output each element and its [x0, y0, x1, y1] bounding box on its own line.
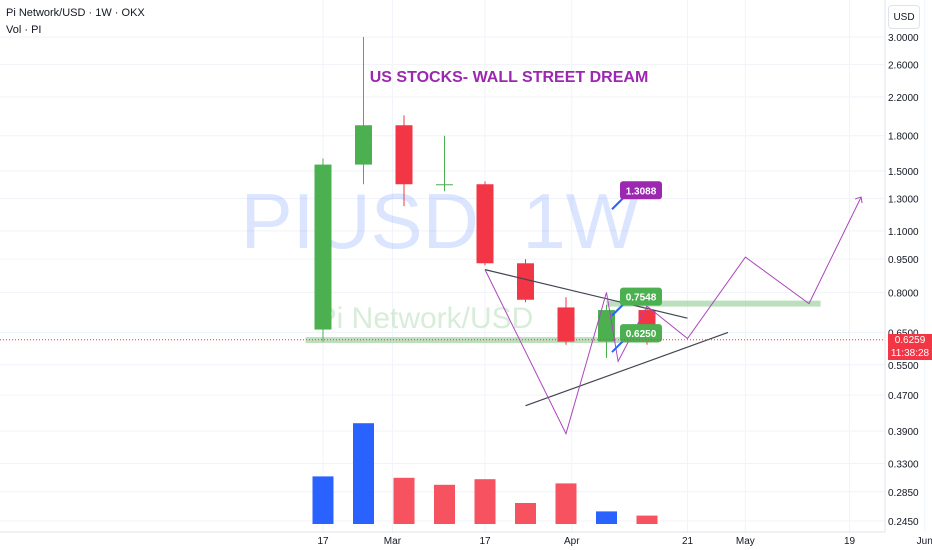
current-price-tag: 0.6259 11:38:28: [888, 333, 932, 360]
candle[interactable]: [314, 158, 332, 342]
time-tick-label: 17: [317, 536, 329, 547]
price-callout[interactable]: 0.7548: [611, 287, 662, 317]
trendline[interactable]: [484, 269, 688, 319]
callout-pointer: [611, 339, 625, 353]
price-tick-label: 0.3300: [888, 459, 919, 470]
volume-bar: [353, 423, 374, 524]
candle[interactable]: [557, 297, 575, 345]
volume-bars: [312, 423, 658, 524]
candle-body: [395, 125, 413, 185]
volume-bar: [636, 515, 658, 524]
symbol-line[interactable]: Pi Network/USD · 1W · OKX: [6, 7, 145, 19]
callout-box: [620, 287, 662, 306]
volume-bar: [393, 477, 415, 524]
time-tick-label: 19: [844, 536, 856, 547]
currency-button[interactable]: USD: [888, 5, 920, 29]
volume-bar: [596, 511, 617, 524]
price-tick-label: 1.3000: [888, 195, 919, 206]
price-annotations[interactable]: 1.3088 0.7548 0.6250: [611, 181, 662, 353]
candle[interactable]: [517, 259, 534, 303]
callout-box: [620, 324, 662, 343]
volume-line[interactable]: Vol · PI: [6, 24, 42, 36]
current-price-value: 0.6259: [894, 334, 926, 346]
headline-text: US STOCKS- WALL STREET DREAM: [370, 69, 649, 86]
bar-countdown: 11:38:28: [890, 347, 930, 359]
volume-bar: [474, 479, 496, 524]
price-tick-label: 0.5500: [888, 361, 919, 372]
price-tick-label: 1.5000: [888, 167, 919, 178]
callout-pointer: [611, 302, 625, 317]
candle[interactable]: [436, 135, 453, 192]
price-tick-label: 0.8000: [888, 288, 919, 299]
callout-pointer: [611, 196, 625, 210]
volume-bar: [515, 503, 536, 524]
candle-body: [314, 164, 332, 330]
time-tick-label: Jun: [917, 536, 932, 547]
volume-bar: [312, 476, 334, 524]
volume-bar: [434, 484, 455, 524]
watermark-symbol: PIUSD, 1W: [241, 177, 640, 265]
trendline[interactable]: [525, 331, 729, 407]
support-zone: [606, 300, 821, 307]
callout-label: 1.3088: [626, 186, 657, 197]
price-tick-label: 0.2450: [888, 517, 919, 528]
price-tick-label: 1.1000: [888, 227, 919, 238]
candle[interactable]: [476, 181, 494, 266]
volume-bar: [555, 483, 577, 524]
projection-arrowhead: [854, 196, 863, 204]
time-tick-label: Mar: [384, 536, 402, 547]
candle-body: [355, 125, 372, 165]
candles[interactable]: [314, 37, 656, 358]
time-tick-label: 21: [682, 536, 694, 547]
candle[interactable]: [395, 115, 413, 207]
price-tick-label: 0.4700: [888, 391, 919, 402]
candle-body: [517, 263, 534, 300]
price-tick-label: 2.2000: [888, 93, 919, 104]
candle-body: [557, 307, 575, 342]
trendlines[interactable]: [484, 269, 729, 407]
candle[interactable]: [355, 37, 372, 185]
projection-line[interactable]: [484, 196, 862, 436]
support-zones: [305, 300, 821, 344]
price-tick-label: 1.8000: [888, 132, 919, 143]
price-axis[interactable]: 3.0000 2.6000 2.2000 1.8000 1.5000 1.3000 1.10…: [884, 0, 919, 532]
price-tick-label: 3.0000: [888, 33, 919, 44]
price-tick-label: 0.3900: [888, 427, 919, 438]
callout-label: 0.6250: [626, 329, 657, 340]
price-tick-label: 0.9500: [888, 255, 919, 266]
callout-box: [620, 181, 662, 200]
time-tick-label: May: [736, 536, 755, 547]
support-zone: [305, 337, 659, 344]
price-tick-label: 2.6000: [888, 61, 919, 72]
callout-label: 0.7548: [626, 293, 657, 304]
time-tick-label: Apr: [564, 536, 580, 547]
candle-body: [436, 184, 453, 186]
grid-lines: [0, 0, 926, 532]
time-tick-label: 17: [479, 536, 491, 547]
price-callout[interactable]: 0.6250: [611, 324, 662, 353]
symbol-legend[interactable]: Pi Network/USD · 1W · OKX Vol · PI: [6, 5, 145, 39]
projection-path[interactable]: [484, 196, 863, 436]
time-axis[interactable]: 17Mar17Apr21May19Jun16Jul21Aug: [0, 531, 932, 547]
price-callout[interactable]: 1.3088: [611, 181, 662, 210]
candle-body: [476, 184, 494, 264]
watermark-name: Pi Network/USD: [317, 302, 534, 335]
price-tick-label: 0.2850: [888, 488, 919, 499]
